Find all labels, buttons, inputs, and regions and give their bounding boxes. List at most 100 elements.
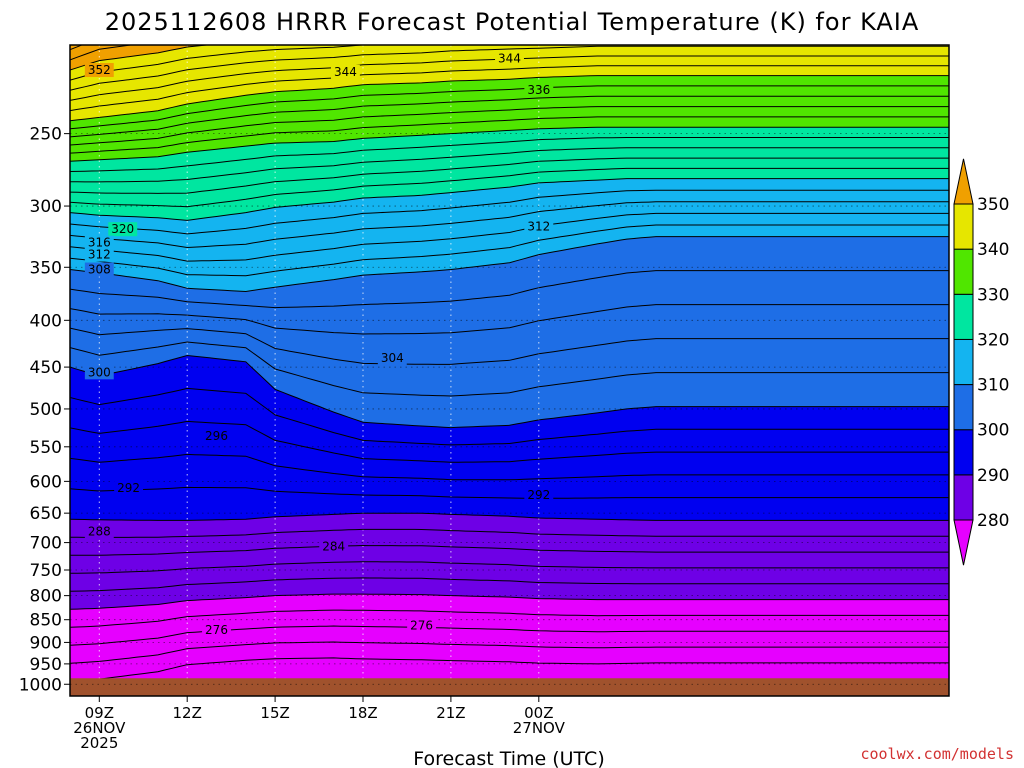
ground-layer	[70, 678, 949, 696]
y-tick-label: 800	[30, 587, 62, 607]
contour-312	[70, 224, 949, 277]
colorbar-tick-label: 320	[977, 330, 1009, 350]
x-tick-label: 27NOV	[513, 719, 566, 737]
contour-label: 304	[377, 351, 407, 366]
contour-label-bg	[377, 351, 407, 366]
contour-322	[70, 167, 949, 208]
contour-line-layer	[70, 45, 949, 682]
contour-label: 312	[84, 247, 114, 262]
contour-label-text: 336	[527, 83, 550, 97]
contour-330	[70, 126, 949, 162]
y-tick-label: 550	[30, 438, 62, 458]
contour-label: 352	[84, 63, 114, 78]
contour-328	[70, 137, 949, 172]
contour-label: 284	[319, 539, 349, 554]
contour-label: 276	[202, 622, 231, 637]
contour-label: 344	[495, 51, 524, 66]
contour-label-text: 308	[88, 263, 111, 277]
x-tick-label: 09Z	[85, 704, 114, 722]
y-tick-label: 300	[30, 197, 62, 217]
contour-302	[70, 341, 949, 397]
ground-terrain	[70, 678, 949, 696]
contour-label-text: 352	[88, 63, 111, 77]
contour-label-text: 292	[117, 481, 140, 495]
colorbar-bin	[953, 248, 974, 295]
contour-332	[70, 116, 949, 154]
contour-label-bg	[330, 64, 360, 79]
contour-label-bg	[84, 524, 114, 539]
x-tick-label: 18Z	[348, 704, 377, 722]
contour-label: 320	[108, 222, 138, 237]
colorbar-tick-label: 290	[977, 466, 1009, 486]
contour-label: 300	[84, 365, 114, 380]
contour-label: 292	[114, 480, 144, 495]
contour-label-bg	[524, 219, 554, 234]
contour-294	[70, 453, 949, 481]
fill-band-280-290	[70, 512, 949, 610]
contour-label-text: 316	[88, 236, 111, 250]
contour-334	[70, 106, 949, 146]
y-tick-label: 650	[30, 504, 62, 524]
y-tick-label: 1000	[19, 675, 62, 695]
credit-text: coolwx.com/models	[860, 745, 1014, 763]
y-tick-label: 950	[30, 655, 62, 675]
y-tick-label: 900	[30, 633, 62, 653]
contour-label-bg	[495, 51, 524, 66]
colorbar-bin	[953, 293, 974, 340]
contour-label-bg	[319, 539, 349, 554]
contour-278	[70, 609, 949, 628]
contour-label: 308	[84, 262, 114, 277]
contour-label-text: 300	[88, 365, 111, 379]
contour-label-text: 292	[527, 488, 550, 502]
x-axis-label: Forecast Time (UTC)	[413, 748, 604, 768]
y-tick-label: 250	[30, 125, 62, 145]
contour-298	[70, 387, 949, 446]
contour-label-bg	[524, 83, 554, 98]
contour-286	[70, 544, 949, 556]
colorbar-tick-label: 330	[977, 285, 1009, 305]
contour-label: 276	[407, 618, 437, 633]
contour-label-bg	[202, 622, 231, 637]
contour-label: 336	[524, 83, 554, 98]
contour-316	[70, 201, 949, 249]
contour-label-text: 344	[334, 65, 357, 79]
contour-label-bg	[524, 488, 554, 503]
contour-338	[70, 85, 949, 130]
contour-label-text: 320	[111, 222, 134, 236]
contour-label-text: 312	[527, 220, 550, 234]
contour-280	[70, 593, 949, 610]
heatmap-fill-layer	[70, 45, 949, 696]
contour-label: 296	[202, 428, 231, 443]
fill-band-350-360	[70, 45, 209, 71]
contour-label-layer: 352 3443443363203163123083123043002962922…	[84, 51, 554, 637]
contour-label-bg	[407, 618, 437, 633]
contour-label-bg	[202, 428, 231, 443]
contour-292	[70, 486, 949, 499]
contour-320	[70, 178, 949, 221]
contour-318	[70, 189, 949, 235]
x-tick-label: 15Z	[260, 704, 289, 722]
contour-342	[70, 65, 949, 112]
contour-label-bg	[108, 222, 138, 237]
contour-label-text: 296	[205, 429, 228, 443]
contour-284	[70, 561, 949, 574]
colorbar-tick-label: 340	[977, 240, 1009, 260]
contour-label-bg	[84, 63, 114, 78]
contour-label-text: 288	[88, 525, 111, 539]
chart-title: 2025112608 HRRR Forecast Potential Tempe…	[105, 8, 920, 36]
plot-frame	[69, 44, 950, 697]
colorbar-upper-arrow	[953, 158, 974, 205]
y-tick-label: 350	[30, 258, 62, 278]
contour-336	[70, 95, 949, 138]
y-tick-label: 450	[30, 358, 62, 378]
contour-label-text: 304	[381, 351, 404, 365]
contour-label-text: 276	[410, 619, 433, 633]
contour-340	[70, 75, 949, 122]
contour-label: 312	[524, 219, 554, 234]
contour-300	[70, 354, 949, 429]
contour-274	[70, 641, 949, 664]
contour-290	[70, 512, 949, 521]
contour-label-bg	[84, 247, 114, 262]
x-tick-label: 00Z	[524, 704, 553, 722]
